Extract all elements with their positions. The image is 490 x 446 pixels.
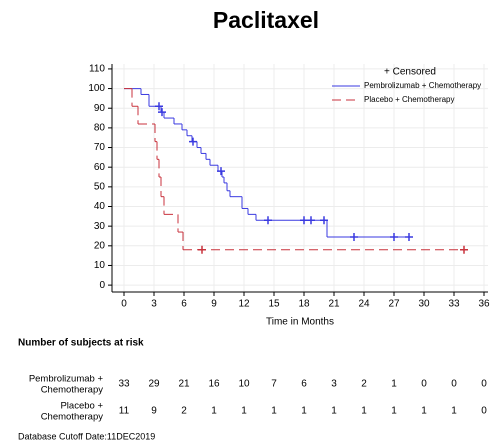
x-tick-label: 9: [211, 299, 217, 310]
y-tick-label: 10: [94, 260, 106, 271]
chart-title: Paclitaxel: [213, 7, 319, 33]
y-tick-label: 0: [99, 280, 105, 291]
censor-mark: [158, 108, 166, 117]
y-tick-label: 100: [88, 83, 105, 94]
x-tick-label: 6: [181, 299, 187, 310]
y-tick-label: 90: [94, 103, 106, 114]
x-tick-label: 0: [121, 299, 127, 310]
risk-row-label: Placebo +: [60, 401, 103, 412]
censor-mark: [390, 232, 398, 241]
risk-count: 11: [119, 406, 130, 417]
x-tick-label: 27: [388, 299, 400, 310]
risk-count: 0: [481, 406, 487, 417]
risk-table-title: Number of subjects at risk: [18, 338, 144, 349]
risk-count: 2: [181, 406, 187, 417]
risk-count: 1: [421, 406, 427, 417]
legend-label: Pembrolizumab + Chemotherapy: [364, 81, 481, 90]
y-tick-label: 80: [94, 123, 106, 134]
risk-count: 1: [391, 406, 397, 417]
risk-count: 7: [271, 379, 277, 390]
x-tick-label: 33: [448, 299, 460, 310]
censor-mark: [307, 216, 315, 225]
x-tick-label: 24: [358, 299, 370, 310]
risk-count: 10: [238, 379, 250, 390]
risk-count: 2: [361, 379, 367, 390]
x-tick-label: 30: [418, 299, 430, 310]
x-tick-label: 18: [298, 299, 310, 310]
risk-count: 1: [361, 406, 367, 417]
risk-count: 1: [391, 379, 397, 390]
legend-title: + Censored: [384, 67, 436, 78]
y-tick-label: 40: [94, 201, 106, 212]
y-tick-label: 60: [94, 162, 106, 173]
risk-row-label: Pembrolizumab +: [29, 374, 104, 385]
risk-row-label: Chemotherapy: [41, 412, 104, 423]
risk-count: 0: [481, 379, 487, 390]
censor-mark: [300, 216, 308, 225]
y-tick-label: 20: [94, 240, 106, 251]
risk-count: 1: [271, 406, 277, 417]
censor-mark: [405, 232, 413, 241]
censor-mark: [350, 232, 358, 241]
risk-count: 1: [331, 406, 337, 417]
x-tick-label: 15: [268, 299, 280, 310]
risk-count: 1: [451, 406, 457, 417]
risk-count: 29: [148, 379, 160, 390]
risk-count: 1: [211, 406, 217, 417]
x-tick-label: 36: [478, 299, 490, 310]
risk-count: 1: [301, 406, 307, 417]
risk-count: 3: [331, 379, 337, 390]
censor-mark: [217, 167, 225, 176]
risk-count: 6: [301, 379, 307, 390]
risk-count: 33: [118, 379, 130, 390]
censor-mark: [264, 216, 272, 225]
x-tick-label: 12: [238, 299, 250, 310]
x-tick-label: 3: [151, 299, 157, 310]
risk-count: 16: [208, 379, 220, 390]
censor-mark: [320, 216, 328, 225]
x-axis-label: Time in Months: [266, 317, 334, 328]
risk-row-label: Chemotherapy: [41, 385, 104, 396]
censor-mark: [460, 245, 468, 254]
footnote: Database Cutoff Date:11DEC2019: [18, 431, 155, 441]
risk-count: 0: [421, 379, 427, 390]
legend-label: Placebo + Chemotherapy: [364, 95, 455, 104]
censor-mark: [189, 137, 197, 146]
risk-count: 9: [151, 406, 157, 417]
risk-count: 21: [178, 379, 190, 390]
x-tick-label: 21: [328, 299, 340, 310]
y-tick-label: 30: [94, 221, 106, 232]
censor-mark: [155, 102, 163, 111]
risk-count: 0: [451, 379, 457, 390]
y-tick-label: 110: [89, 64, 105, 75]
y-tick-label: 50: [94, 181, 106, 192]
censor-mark: [198, 245, 206, 254]
y-tick-label: 70: [94, 142, 106, 153]
risk-count: 1: [241, 406, 247, 417]
